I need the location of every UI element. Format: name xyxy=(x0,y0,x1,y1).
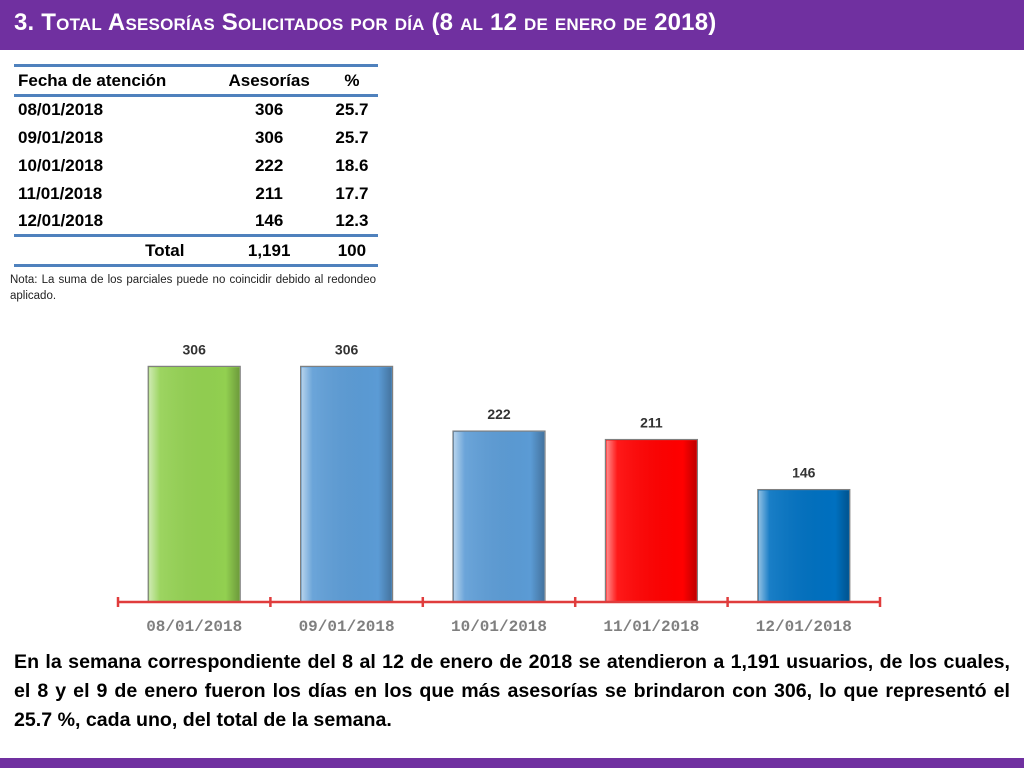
bar-shine xyxy=(149,367,240,602)
bar-shine xyxy=(606,440,697,602)
bar-shine xyxy=(301,367,392,602)
table-note: Nota: La suma de los parciales puede no … xyxy=(10,274,376,302)
x-tick-label: 10/01/2018 xyxy=(451,618,547,636)
table-row: 08/01/2018 306 25.7 xyxy=(14,96,378,124)
cell-count: 146 xyxy=(254,210,284,230)
table-row: 10/01/2018 222 18.6 xyxy=(14,152,378,180)
column-header-date: Fecha de atención xyxy=(18,70,167,90)
bars-layer xyxy=(147,365,851,603)
table-header-row: Fecha de atención Asesorías % xyxy=(14,65,378,96)
cell-percent: 17.7 xyxy=(335,183,369,203)
cell-date: 08/01/2018 xyxy=(18,100,104,120)
bar-shine xyxy=(454,432,544,602)
bar-chart: 306 08/01/2018 306 09/01/2018 222 10/01/2018 2… xyxy=(116,341,882,636)
data-label: 306 xyxy=(335,341,359,357)
cell-count: 306 xyxy=(254,100,284,120)
cell-date: 11/01/2018 xyxy=(18,183,103,203)
column-header-percent: % xyxy=(344,70,360,90)
total-label: Total xyxy=(145,240,185,260)
x-tick-label: 12/01/2018 xyxy=(756,618,852,636)
data-label: 222 xyxy=(487,406,511,422)
data-table: Fecha de atención Asesorías % 08/01/2018… xyxy=(14,64,378,267)
table-row: 11/01/2018 211 17.7 xyxy=(14,180,378,208)
x-axis xyxy=(116,597,882,607)
x-tick-label: 09/01/2018 xyxy=(299,618,395,636)
data-label: 146 xyxy=(792,465,816,481)
cell-percent: 12.3 xyxy=(335,210,369,230)
table-row: 12/01/2018 146 12.3 xyxy=(14,208,378,236)
page-title: 3. Total Asesorías Solicitados por día (… xyxy=(14,9,717,36)
cell-percent: 25.7 xyxy=(335,100,369,120)
cell-date: 09/01/2018 xyxy=(18,127,104,147)
table-total-row: Total 1,191 100 xyxy=(14,235,378,266)
data-label: 306 xyxy=(183,341,207,357)
title-bar: 3. Total Asesorías Solicitados por día (… xyxy=(0,0,1024,50)
x-tick-label: 08/01/2018 xyxy=(146,618,242,636)
data-label: 211 xyxy=(640,415,663,431)
cell-count: 222 xyxy=(254,155,284,175)
footer-bar xyxy=(0,758,1024,768)
cell-percent: 18.6 xyxy=(335,155,369,175)
total-count: 1,191 xyxy=(247,240,291,260)
cell-count: 211 xyxy=(255,183,283,203)
bar-shine xyxy=(758,490,849,602)
summary-paragraph: En la semana correspondiente del 8 al 12… xyxy=(14,651,1010,731)
labels-layer: 306 08/01/2018 306 09/01/2018 222 10/01/2018 2… xyxy=(146,341,852,636)
cell-date: 10/01/2018 xyxy=(18,155,104,175)
x-tick-label: 11/01/2018 xyxy=(603,618,699,636)
cell-percent: 25.7 xyxy=(335,127,369,147)
column-header-count: Asesorías xyxy=(228,70,310,90)
cell-count: 306 xyxy=(254,127,284,147)
total-percent: 100 xyxy=(337,240,367,260)
table-row: 09/01/2018 306 25.7 xyxy=(14,124,378,152)
cell-date: 12/01/2018 xyxy=(18,210,104,230)
